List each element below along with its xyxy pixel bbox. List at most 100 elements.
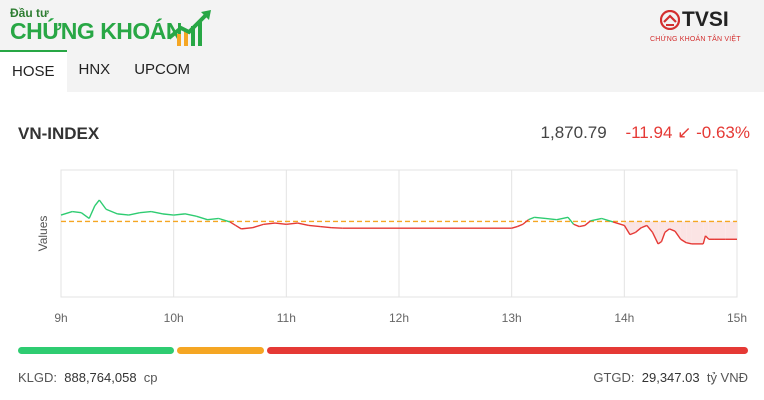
x-tick-label: 14h	[614, 311, 634, 325]
below-reference-fill	[641, 221, 647, 228]
trading-volume: KLGD: 888,764,058 cp	[18, 370, 158, 385]
index-price: 1,870.79	[540, 123, 607, 142]
tvsi-logo[interactable]: TVSI CHỨNG KHOÁN TÂN VIỆT	[650, 8, 750, 48]
tvsi-text: TVSI	[682, 8, 729, 31]
index-name: VN-INDEX	[18, 124, 100, 143]
gtgd-label: GTGD:	[593, 370, 635, 385]
below-reference-fill	[680, 221, 687, 243]
index-line-segment	[702, 235, 707, 245]
index-line-segment	[528, 216, 535, 221]
market-breadth-bar	[18, 347, 748, 355]
index-line-segment	[704, 235, 710, 240]
dautu-chungkhoan-logo[interactable]: Đầu tư CHỨNG KHOÁN	[10, 6, 220, 46]
index-line-segment	[241, 227, 253, 230]
index-line-segment	[218, 217, 231, 223]
index-line-segment	[105, 208, 118, 215]
index-line-segment	[207, 217, 219, 221]
below-reference-fill	[714, 221, 726, 240]
index-line-segment	[286, 222, 298, 225]
index-line-segment	[556, 216, 569, 221]
index-line-segment	[674, 230, 682, 240]
index-line-segment	[162, 213, 174, 216]
logo-small-text: Đầu tư	[10, 6, 49, 20]
index-line-segment	[150, 210, 163, 215]
below-reference-fill	[675, 221, 681, 240]
below-reference-fill	[658, 221, 662, 244]
index-values: 1,870.79 -11.94 ↙ -0.63%	[541, 123, 750, 143]
below-reference-fill	[652, 221, 659, 244]
y-axis-label: Values	[36, 216, 50, 252]
index-line-segment	[128, 212, 141, 216]
x-axis-ticks: 9h 10h 11h 12h 13h 14h 15h	[54, 311, 747, 325]
advancing-segment	[18, 347, 175, 354]
below-reference-fill	[635, 221, 642, 233]
x-tick-label: 15h	[727, 311, 747, 325]
index-line-segment	[635, 227, 642, 233]
index-line-segment	[229, 221, 236, 227]
index-percent: -0.63%	[696, 123, 750, 142]
logo-big-text: CHỨNG KHOÁN	[10, 18, 183, 44]
x-tick-label: 10h	[164, 311, 184, 325]
index-line-segment	[60, 210, 73, 216]
x-tick-label: 13h	[502, 311, 522, 325]
index-line-segment	[139, 210, 152, 214]
x-tick-label: 9h	[54, 311, 67, 325]
index-line-segment	[235, 224, 242, 230]
index-line-segment	[640, 224, 648, 229]
index-line-segment	[297, 222, 310, 227]
x-tick-label: 11h	[277, 311, 296, 325]
index-line-segment	[686, 242, 693, 245]
index-line-segment	[664, 228, 670, 233]
gtgd-value: 29,347.03	[641, 370, 700, 385]
index-line-segment	[584, 220, 591, 226]
index-line-segment	[252, 223, 265, 229]
index-line-segment	[320, 225, 332, 229]
gtgd-unit: tỷ VNĐ	[706, 370, 748, 385]
below-reference-fill	[725, 221, 737, 240]
down-arrow-icon: ↙	[677, 123, 692, 142]
index-line-segment	[184, 213, 197, 217]
index-line-segment	[511, 225, 518, 229]
below-reference-fill	[708, 221, 715, 240]
below-reference-fill	[705, 221, 709, 240]
index-line-segment	[612, 221, 625, 227]
tab-hnx[interactable]: HNX	[78, 61, 111, 78]
x-tick-label: 12h	[389, 311, 409, 325]
trading-value: GTGD: 29,347.03 tỷ VNĐ	[593, 370, 748, 385]
index-line-segment	[601, 217, 614, 223]
index-line-segment	[72, 210, 82, 214]
declining-segment	[266, 347, 748, 354]
index-line-chart[interactable]: 9h 10h 11h 12h 13h 14h 15h Values	[0, 160, 764, 335]
index-line-segment	[263, 222, 276, 225]
unchanged-segment	[177, 347, 264, 354]
index-change: -11.94	[625, 123, 673, 142]
below-reference-fill	[661, 221, 665, 242]
index-line-segment	[534, 216, 546, 220]
below-reference-fill	[703, 221, 706, 244]
klgd-label: KLGD:	[18, 370, 58, 385]
index-line-segment	[94, 199, 100, 207]
chart-areas	[624, 221, 737, 244]
index-line-segment	[567, 216, 575, 225]
index-line-segment	[88, 205, 96, 219]
tab-hose[interactable]: HOSE	[0, 50, 67, 92]
index-line-segment	[98, 199, 107, 210]
index-line-segment	[579, 224, 586, 228]
index-line-segment	[308, 224, 321, 228]
below-reference-fill	[691, 221, 704, 244]
index-line-segment	[646, 224, 654, 233]
tab-upcom[interactable]: UPCOM	[134, 61, 191, 78]
index-line-segment	[590, 217, 602, 222]
index-line-segment	[274, 222, 287, 225]
header-bar: Đầu tư CHỨNG KHOÁN TVSI CHỨNG KHOÁN TÂN …	[0, 0, 764, 92]
index-line-segment	[80, 212, 90, 220]
below-reference-fill	[629, 221, 636, 235]
index-line-segment	[173, 213, 186, 216]
index-line-segment	[629, 231, 636, 236]
index-line-segment	[669, 228, 676, 232]
index-line-segment	[195, 215, 208, 221]
index-line-segment	[517, 223, 524, 228]
index-line-segment	[657, 241, 662, 245]
index-line-segment	[522, 219, 530, 225]
exchange-tabs: HOSE HNX UPCOM	[0, 50, 202, 92]
